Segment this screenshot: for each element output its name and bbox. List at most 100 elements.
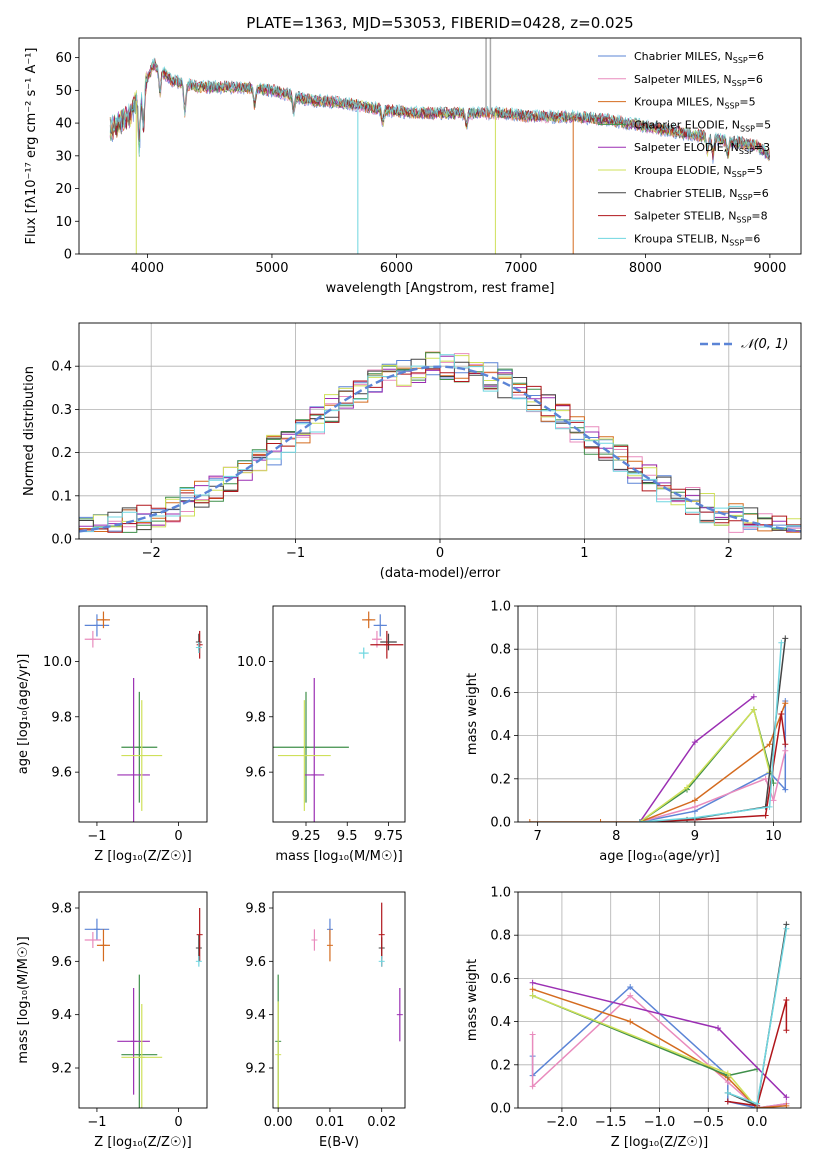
residuals-ylabel: Normed distribution <box>22 366 37 496</box>
legend-label-sub: SSP <box>732 79 747 88</box>
mass_vs_Z-xtick-label: −1 <box>87 1115 106 1130</box>
mw_vs_age-marker-salpeter_stelib <box>782 741 789 748</box>
mw_vs_Z-marker-salpeter_miles <box>529 1083 536 1090</box>
mw_vs_age-frame <box>517 605 802 823</box>
spectrum-plot-area <box>109 38 770 254</box>
mw_vs_Z-marker-salpeter_stelib <box>724 1098 731 1105</box>
mw_vs_Z-marker-kroupa_elodie <box>529 992 536 999</box>
legend-label-chabrier_elodie: Chabrier ELODIE, NSSP=5 <box>634 118 771 133</box>
mw_vs_Z-xtick-label: −2.0 <box>546 1115 578 1130</box>
legend-label-salpeter_miles: Salpeter MILES, NSSP=6 <box>634 73 763 88</box>
age_vs_mass-ytick-label: 10.0 <box>237 655 266 670</box>
legend-label-sub: SSP <box>739 147 754 156</box>
spectrum-frame <box>78 37 802 255</box>
legend-label-sub: SSP <box>729 238 744 247</box>
residuals-xtick-label: −1 <box>286 546 305 561</box>
mw_vs_age-xtick-label: 7 <box>534 829 542 844</box>
mw_vs_Z-plot-area <box>518 892 801 1108</box>
residuals-ytick-label: 0.4 <box>51 360 72 375</box>
age_vs_Z-axes: −1 0 9.6 9.8 10.0 Z [log₁₀(Z/Z☉)] age [log₁₀(a… <box>16 605 208 864</box>
mw_vs_age-ytick-label: 1.0 <box>490 600 511 615</box>
mw_vs_Z-axes: −2.0 −1.5 −1.0 −0.5 0.0 0.0 0.2 0.4 0.6 0.8 1.0 Z [… <box>465 886 802 1150</box>
mw_vs_age-xtick-label: 9 <box>691 829 699 844</box>
mw_vs_age-marker-salpeter_miles <box>691 803 698 810</box>
legend-label-kroupa_elodie: Kroupa ELODIE, NSSP=5 <box>634 164 763 179</box>
mw_vs_age-ylabel: mass weight <box>465 673 480 755</box>
mw_vs_Z-marker-salpeter_miles <box>529 1031 536 1038</box>
mw_vs_Z-ytick-label: 1.0 <box>490 886 511 901</box>
age_vs_mass-xtick-label: 9.75 <box>374 829 403 844</box>
gaussian-curve <box>79 365 801 533</box>
legend-label-sub: SSP <box>736 216 751 225</box>
mw_vs_age-marker-kroupa_elodie <box>750 706 757 713</box>
spectrum-xtick-label: 9000 <box>753 261 786 276</box>
mw_vs_age-marker-salpeter_elodie <box>750 693 757 700</box>
age_vs_mass-plot-area <box>273 611 404 822</box>
spectrum-xtick-label: 6000 <box>380 261 413 276</box>
residuals-ytick-label: 0.0 <box>51 533 72 548</box>
mw_vs_Z-marker-kroupa_stelib <box>754 1100 761 1107</box>
age_vs_Z-frame <box>78 605 208 823</box>
mw_vs_Z-frame <box>517 891 802 1109</box>
legend-label-base: Kroupa STELIB, N <box>634 232 729 245</box>
mass_vs_Z-ytick-label: 9.8 <box>51 902 72 917</box>
mw_vs_age-marker-kroupa_miles <box>691 797 698 804</box>
mw_vs_age-marker-kroupa_miles <box>782 700 789 707</box>
mw_vs_age-ytick-label: 0.0 <box>490 816 511 831</box>
legend-label-tail: =8 <box>751 210 767 223</box>
mw_vs_age-ytick-label: 0.2 <box>490 772 511 787</box>
mass_vs_ebv-ytick-label: 9.4 <box>245 1008 266 1023</box>
legend-label-base: Chabrier MILES, N <box>634 50 733 63</box>
residuals-xtick-label: 0 <box>436 546 444 561</box>
mw_vs_age-plot-area <box>518 606 801 822</box>
legend-label-tail: =5 <box>755 118 771 131</box>
mw_vs_age-line-kroupa_miles <box>529 702 787 822</box>
legend-label-salpeter_stelib: Salpeter STELIB, NSSP=8 <box>634 210 768 225</box>
residuals-plot-area <box>79 323 801 539</box>
spectrum-xtick-label: 5000 <box>255 261 288 276</box>
mass_vs_ebv-xlabel: E(B-V) <box>319 1135 359 1150</box>
mw_vs_Z-ytick-label: 0.0 <box>490 1102 511 1117</box>
mw_vs_age-axes: 7 8 9 10 0.0 0.2 0.4 0.6 0.8 1.0 age [log₁₀(age/yr… <box>465 600 802 864</box>
mw_vs_age-ytick-label: 0.6 <box>490 686 511 701</box>
mass_vs_Z-ytick-label: 9.6 <box>51 955 72 970</box>
spectrum-xtick-label: 4000 <box>131 261 164 276</box>
mw_vs_age-ytick-label: 0.8 <box>490 643 511 658</box>
mw_vs_Z-marker-kroupa_miles <box>627 1018 634 1025</box>
age_vs_Z-ylabel: age [log₁₀(age/yr)] <box>16 654 31 775</box>
mw_vs_age-line-chabrier_stelib <box>639 638 787 822</box>
mw_vs_Z-ytick-label: 0.8 <box>490 929 511 944</box>
mw_vs_Z-marker-salpeter_miles <box>627 992 634 999</box>
legend-label-base: Kroupa MILES, N <box>634 96 724 109</box>
mw_vs_age-line-chabrier_miles <box>639 701 787 822</box>
mw_vs_Z-marker-kroupa_elodie <box>724 1070 731 1077</box>
spectrum-ytick-label: 50 <box>55 84 72 99</box>
spectrum-ytick-label: 40 <box>55 117 72 132</box>
legend-label-base: Salpeter MILES, N <box>634 73 732 86</box>
mw_vs_Z-xtick-label: −1.5 <box>595 1115 627 1130</box>
spectrum-ytick-label: 0 <box>64 248 72 263</box>
legend-label-sub: SSP <box>740 124 755 133</box>
mw_vs_age-marker-kroupa_stelib <box>766 803 773 810</box>
mw_vs_Z-ylabel: mass weight <box>465 959 480 1041</box>
age_vs_mass-xtick-label: 9.25 <box>292 829 321 844</box>
mass_vs_Z-ylabel: mass [log₁₀(M/M☉)] <box>16 936 31 1063</box>
mw_vs_Z-marker-salpeter_elodie <box>715 1025 722 1032</box>
mw_vs_Z-marker-salpeter_elodie <box>529 979 536 986</box>
mw_vs_age-line-salpeter_elodie <box>639 696 755 822</box>
mw_vs_Z-marker-salpeter_stelib <box>783 1027 790 1034</box>
residuals-frame <box>78 322 802 540</box>
legend-label-salpeter_elodie: Salpeter ELODIE, NSSP=3 <box>634 141 770 156</box>
mw_vs_Z-xtick-label: −1.0 <box>644 1115 676 1130</box>
mw_vs_Z-marker-salpeter_stelib <box>783 997 790 1003</box>
age_vs_mass-axes: 9.25 9.5 9.75 9.6 9.8 10.0 mass [log₁₀(M/M☉)] <box>237 605 406 864</box>
mw_vs_age-marker-kroupa_miles <box>766 741 773 748</box>
mw_vs_age-marker-salpeter_miles <box>762 775 769 782</box>
mass_vs_ebv-axes: 0.00 0.01 0.02 9.2 9.4 9.6 9.8 E(B-V) <box>245 891 406 1150</box>
mw_vs_age-marker-kroupa_stelib <box>691 814 698 821</box>
spectrum-ylabel: Flux [fλ10⁻¹⁷ erg cm⁻² s⁻¹ A⁻¹] <box>24 48 39 245</box>
age_vs_Z-xlabel: Z [log₁₀(Z/Z☉)] <box>94 849 191 864</box>
age_vs_Z-plot-area <box>84 611 203 822</box>
